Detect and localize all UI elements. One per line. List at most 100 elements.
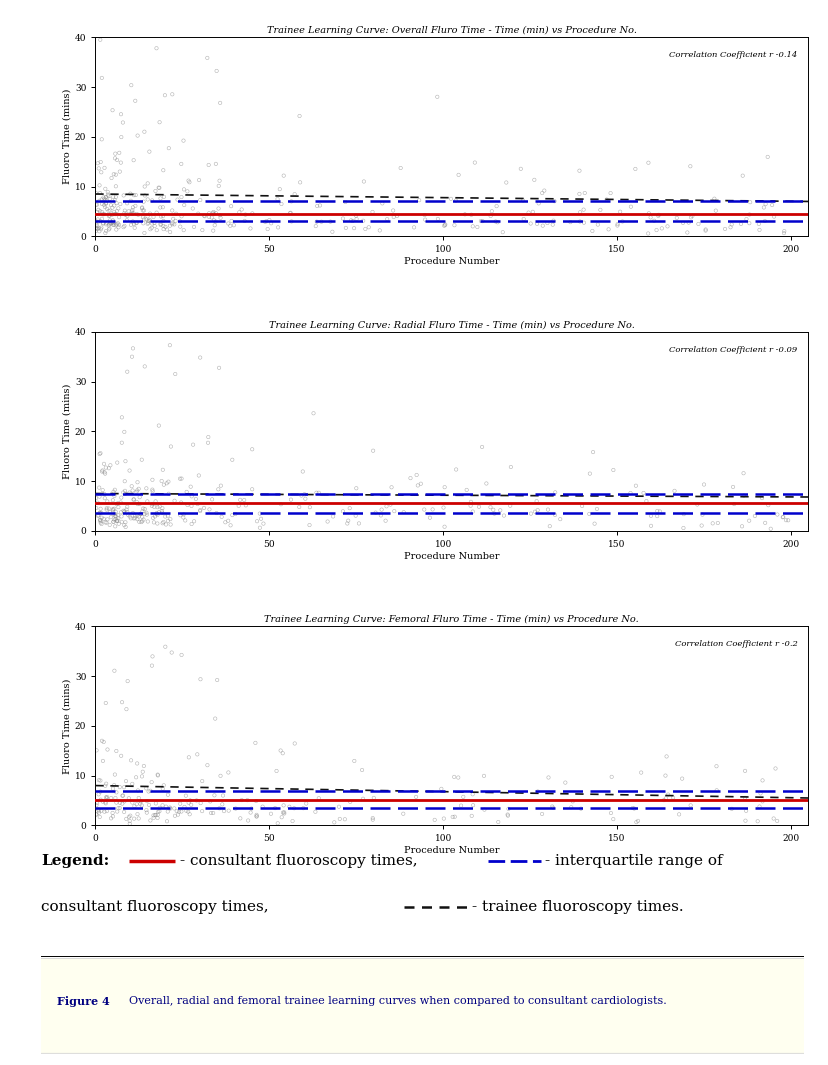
Point [102, 202, 115, 219]
Point [149, 794, 162, 812]
Point [109, 784, 123, 801]
Point [106, 780, 119, 797]
Point [90, 220, 104, 237]
Point [297, 486, 310, 503]
Point [174, 507, 187, 524]
Point [573, 213, 586, 230]
Point [613, 203, 626, 220]
Point [93, 479, 106, 496]
Point [767, 208, 780, 225]
Point [99, 189, 113, 206]
Point [159, 218, 172, 235]
Point [250, 807, 263, 824]
Point [710, 514, 724, 531]
Point [156, 514, 169, 531]
Point [102, 460, 115, 477]
Point [284, 193, 297, 210]
Point [282, 798, 296, 815]
Point [151, 515, 164, 532]
Point [121, 208, 134, 225]
Point [349, 211, 363, 228]
Point [465, 503, 479, 520]
Point [113, 800, 127, 817]
Point [374, 502, 388, 519]
Point [191, 206, 205, 223]
Point [357, 173, 370, 190]
Point [100, 790, 113, 807]
Point [464, 497, 477, 514]
Point [97, 510, 110, 527]
Point [100, 214, 113, 231]
Point [98, 192, 111, 209]
Point [124, 77, 137, 94]
Point [175, 646, 188, 663]
Point [542, 769, 555, 786]
Point [397, 504, 410, 521]
Point [738, 813, 751, 830]
Point [104, 789, 118, 806]
Point [156, 212, 170, 229]
Point [93, 505, 106, 522]
Point [102, 208, 115, 225]
Point [106, 199, 119, 216]
Point [143, 220, 156, 237]
Point [91, 507, 104, 524]
Point [475, 439, 489, 456]
Point [327, 814, 340, 831]
Point [185, 497, 198, 514]
Point [344, 212, 358, 229]
Point [112, 515, 125, 532]
Point [158, 86, 171, 103]
Point [89, 742, 103, 759]
Point [134, 505, 147, 522]
Point [308, 803, 321, 820]
Point [96, 215, 109, 232]
Point [104, 202, 117, 219]
Point [583, 465, 596, 482]
Point [623, 485, 637, 502]
Point [604, 804, 617, 821]
Point [137, 193, 150, 210]
Point [156, 208, 170, 225]
Point [736, 464, 749, 481]
Point [219, 513, 232, 530]
Point [126, 206, 139, 223]
Point [123, 808, 136, 825]
Point [627, 800, 640, 817]
Point [283, 204, 296, 222]
Point [94, 515, 108, 532]
Point [684, 209, 697, 226]
Point [139, 780, 152, 797]
Point [90, 196, 104, 213]
Point [195, 772, 209, 789]
Point [182, 174, 195, 191]
Point [575, 497, 588, 514]
Point [151, 809, 164, 826]
Point [147, 498, 161, 515]
Point [102, 220, 115, 237]
Point [445, 808, 459, 825]
Point [262, 212, 276, 229]
Point [175, 208, 188, 225]
Point [650, 503, 663, 520]
Point [198, 208, 211, 225]
Point [180, 484, 193, 501]
Point [108, 216, 121, 233]
Point [271, 191, 284, 208]
Point [490, 214, 503, 231]
Point [90, 217, 104, 234]
Point [122, 507, 135, 524]
Point [232, 497, 245, 514]
Point [212, 200, 225, 217]
Point [104, 504, 117, 521]
Point [110, 495, 123, 512]
Point [91, 494, 104, 511]
Point [94, 153, 107, 170]
Point [152, 114, 166, 131]
Point [153, 498, 166, 515]
Point [131, 805, 144, 822]
Point [548, 484, 561, 501]
Point [313, 197, 326, 214]
Point [109, 222, 123, 239]
Point [95, 69, 108, 86]
